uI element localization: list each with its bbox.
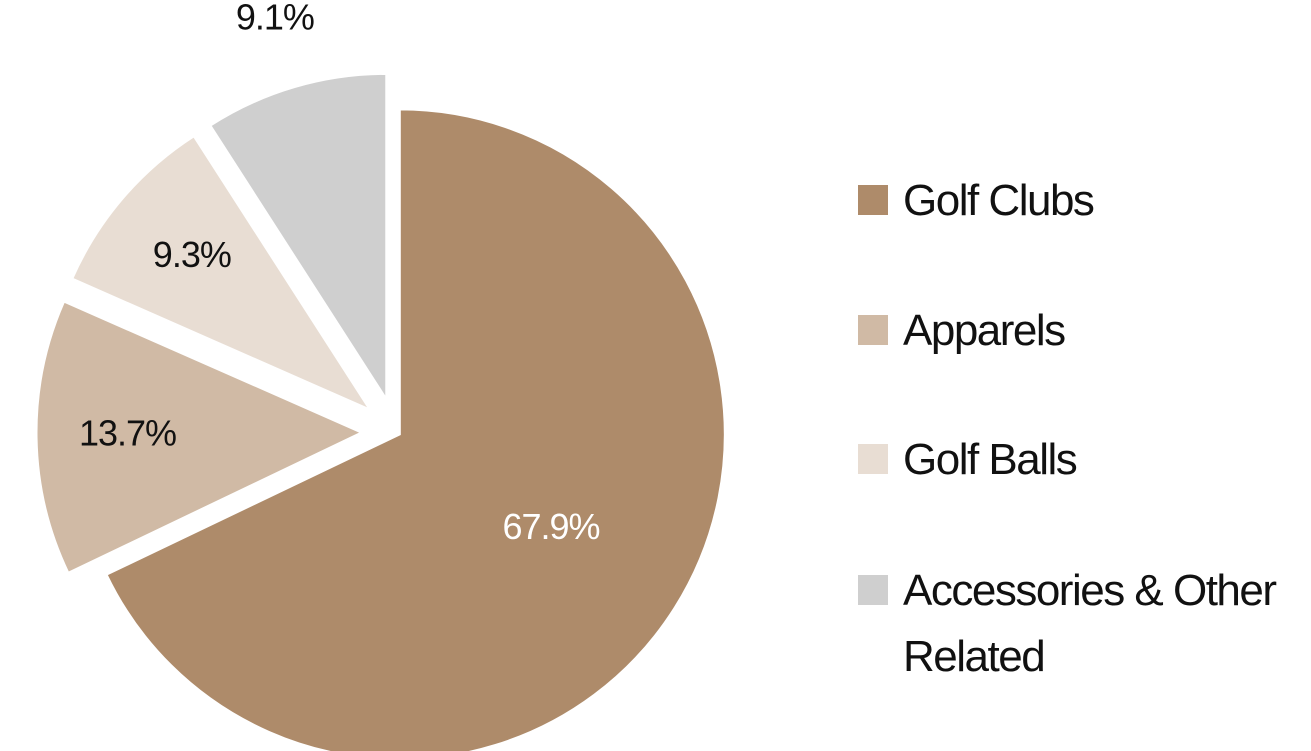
pie-slice-golf-balls: [70, 134, 373, 412]
legend-label-golf-balls: Golf Balls: [903, 435, 1077, 484]
legend-item-golf-balls: Golf Balls: [858, 435, 1078, 484]
legend: Golf Clubs Apparels Golf Balls Accessories …: [858, 176, 1278, 681]
legend-item-accessories-other-related: Accessories & Other Related: [858, 566, 1278, 681]
pie-value-labels: 67.9% 13.7% 9.3% 9.1%: [79, 0, 601, 547]
value-label-golf-clubs: 67.9%: [502, 506, 599, 547]
pie-slice-apparels: [35, 300, 364, 575]
value-label-golf-balls: 9.3%: [153, 234, 231, 275]
legend-label-golf-clubs: Golf Clubs: [903, 176, 1094, 225]
legend-label-apparels: Apparels: [903, 306, 1065, 355]
legend-label-accessories-other-related: Accessories & Other Related: [903, 566, 1276, 681]
pie-slices: [35, 72, 726, 751]
legend-item-apparels: Apparels: [858, 306, 1067, 355]
legend-swatch-apparels: [858, 315, 888, 345]
value-label-apparels: 13.7%: [79, 413, 176, 454]
legend-swatch-golf-balls: [858, 444, 888, 474]
pie-slice-accessories-other-related: [209, 72, 388, 403]
legend-item-golf-clubs: Golf Clubs: [858, 176, 1095, 225]
value-label-accessories-other-related: 9.1%: [236, 0, 314, 37]
legend-swatch-golf-clubs: [858, 185, 888, 215]
legend-swatch-accessories-other-related: [858, 575, 888, 605]
pie-slice-golf-clubs: [105, 108, 726, 751]
